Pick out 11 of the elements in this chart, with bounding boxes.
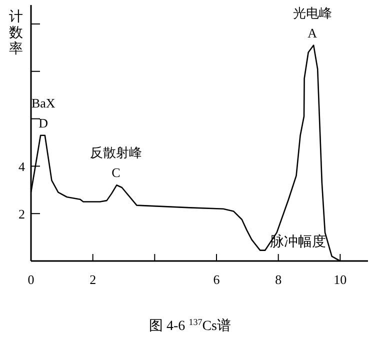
x-tick-label: 10 bbox=[334, 272, 347, 287]
x-tick-label: 0 bbox=[28, 272, 34, 287]
x-tick-label: 2 bbox=[90, 272, 96, 287]
x-tick-label: 6 bbox=[213, 272, 220, 287]
annotation: 光电峰 A bbox=[292, 5, 332, 40]
x-tick-label: 8 bbox=[275, 272, 282, 287]
ylabel: 计数率 bbox=[9, 10, 23, 57]
annotation: 反散射峰 C bbox=[90, 145, 142, 180]
title: 图 4-6 $^{137}$Cs谱 bbox=[149, 317, 231, 334]
annotation: BaX D bbox=[31, 95, 56, 130]
y-tick-label: 4 bbox=[18, 159, 26, 174]
